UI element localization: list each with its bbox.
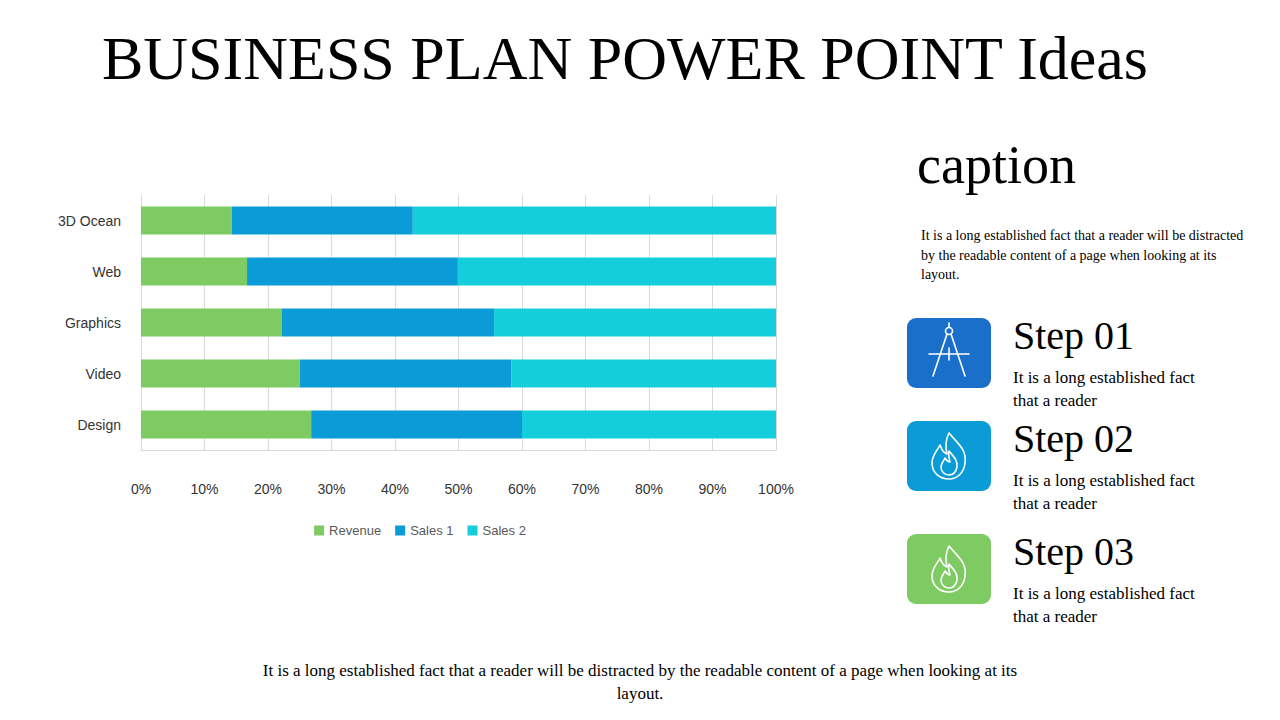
svg-text:Graphics: Graphics bbox=[65, 315, 121, 331]
svg-text:80%: 80% bbox=[635, 481, 663, 497]
svg-text:Design: Design bbox=[77, 417, 121, 433]
svg-text:3D Ocean: 3D Ocean bbox=[58, 213, 121, 229]
html-text:It is a long established fact: It is a long established fact that a rea… bbox=[1013, 584, 1195, 626]
html-text:Step 03: Step 03 bbox=[1013, 529, 1135, 574]
svg-text:Revenue: Revenue bbox=[329, 523, 381, 538]
svg-text:Video: Video bbox=[85, 366, 121, 382]
svg-text:50%: 50% bbox=[444, 481, 472, 497]
svg-text:100%: 100% bbox=[758, 481, 794, 497]
svg-text:0%: 0% bbox=[131, 481, 151, 497]
svg-text:90%: 90% bbox=[698, 481, 726, 497]
svg-text:10%: 10% bbox=[190, 481, 218, 497]
svg-text:Sales 1: Sales 1 bbox=[410, 523, 453, 538]
html-text:Step 01: Step 01 bbox=[1013, 313, 1135, 358]
html-text:caption: caption bbox=[917, 135, 1076, 195]
svg-text:Web: Web bbox=[92, 264, 121, 280]
svg-text:30%: 30% bbox=[317, 481, 345, 497]
svg-text:Sales 2: Sales 2 bbox=[483, 523, 526, 538]
html-text:It is a long established fact: It is a long established fact that a rea… bbox=[1013, 471, 1195, 513]
svg-text:70%: 70% bbox=[571, 481, 599, 497]
svg-text:40%: 40% bbox=[381, 481, 409, 497]
html-text:Step 02: Step 02 bbox=[1013, 416, 1135, 461]
svg-text:60%: 60% bbox=[508, 481, 536, 497]
html-text:It is a long established fact: It is a long established fact that a rea… bbox=[262, 661, 1018, 703]
svg-text:20%: 20% bbox=[254, 481, 282, 497]
html-text:It is a long established fact: It is a long established fact that a rea… bbox=[1013, 368, 1195, 410]
html-text:BUSINESS PLAN POWER POINT Idea: BUSINESS PLAN POWER POINT Ideas bbox=[102, 24, 1148, 92]
html-text:It is a long established fact: It is a long established fact that a rea… bbox=[921, 228, 1244, 282]
